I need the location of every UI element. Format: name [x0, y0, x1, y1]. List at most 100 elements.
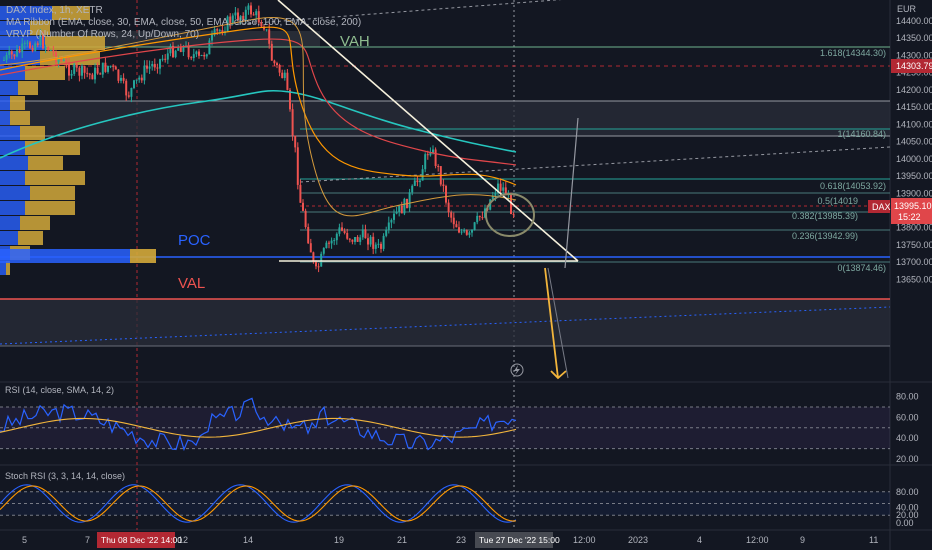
candle-body [299, 184, 302, 203]
candle-body [380, 243, 382, 249]
candle-body [286, 72, 289, 90]
candle-body [307, 227, 310, 244]
candle-body [198, 51, 200, 56]
candle-body [213, 29, 216, 35]
lightning-icon[interactable] [510, 363, 524, 377]
candle-body [216, 29, 219, 31]
price-tick: 13700.00 [896, 257, 932, 267]
candle-body [96, 67, 99, 74]
stoch-rsi-pane[interactable]: Stoch RSI (3, 3, 14, 14, close) 80.00 40.… [0, 471, 919, 528]
fib-label: 0.618(14053.92) [820, 181, 886, 191]
candle-body [23, 43, 26, 45]
current-price: 13995.10 [894, 201, 932, 211]
profile-bar-up [0, 141, 25, 155]
candle-body [252, 14, 255, 16]
price-tick: 14000.00 [896, 154, 932, 164]
fib-label: 1(14160.84) [837, 129, 886, 139]
candle-body [250, 5, 252, 15]
candle-body [484, 208, 486, 218]
profile-bar-up [0, 126, 20, 140]
candle-body [320, 253, 323, 267]
candle-body [374, 244, 377, 249]
price-tick: 14200.00 [896, 85, 932, 95]
candle-body [452, 217, 455, 225]
profile-bar-up [0, 21, 30, 35]
candle-body [138, 77, 141, 80]
candle-body [164, 58, 167, 60]
time-tick: 11 [869, 535, 878, 545]
candle-body [499, 183, 502, 191]
candle-body [117, 69, 120, 81]
candle-body [75, 64, 78, 68]
profile-bar-down [6, 261, 10, 275]
candle-body [260, 22, 263, 27]
drawings[interactable] [277, 0, 579, 380]
price-badge-text: 14303.79 [896, 61, 932, 71]
candle-body [91, 74, 94, 80]
candle-body [125, 80, 128, 96]
candle-body [18, 49, 21, 53]
current-price-badge [891, 198, 932, 224]
poc-bar-down [130, 249, 156, 263]
profile-bar-down [10, 111, 30, 125]
candle-body [400, 205, 403, 214]
val-label: VAL [178, 275, 205, 292]
time-tick: 19 [334, 535, 344, 545]
candle-body [390, 219, 393, 223]
candle-body [234, 12, 237, 16]
candle-body [377, 243, 380, 245]
time-tick: 14 [243, 535, 253, 545]
profile-bar-up [0, 261, 6, 275]
projection-line-up [564, 117, 579, 269]
fib-label: 1.618(14344.30) [820, 48, 886, 58]
candle-body [148, 66, 151, 69]
candle-body [434, 149, 437, 166]
profile-bar-up [0, 171, 25, 185]
candle-body [419, 180, 421, 183]
profile-bar-down [28, 156, 63, 170]
candle-body [497, 183, 499, 193]
poc-bar-up [0, 249, 130, 263]
rsi-ma-line [0, 417, 517, 438]
candle-body [21, 43, 24, 53]
candle-body [476, 215, 479, 223]
candle-body [460, 231, 463, 233]
dotted-trendline [299, 146, 891, 183]
candle-body [445, 186, 447, 203]
price-tick: 13800.00 [896, 223, 932, 233]
profile-bar-down [25, 141, 80, 155]
candle-body [468, 232, 471, 235]
zones [0, 31, 890, 346]
candle-body [403, 198, 406, 214]
candle-body [16, 49, 18, 57]
ema-30-line [0, 17, 517, 217]
candle-body [120, 77, 122, 81]
candle-body [356, 237, 359, 242]
profile-bar-up [0, 186, 30, 200]
candle-body [174, 50, 177, 58]
candle-body [112, 65, 115, 67]
profile-bar-down [45, 36, 105, 50]
time-tick: 4 [697, 535, 702, 545]
time-tick: 9 [800, 535, 805, 545]
time-axis[interactable]: 5 7 12 14 19 21 23 12:00 2023 4 12:00 9 11 [22, 535, 878, 545]
candle-body [161, 58, 164, 60]
candle-body [13, 54, 16, 57]
candle-body [143, 65, 146, 81]
chart-legend[interactable]: DAX Index, 1h, XETR MA Ribbon (EMA, clos… [6, 5, 361, 40]
candle-body [416, 180, 419, 183]
rsi-title: RSI (14, close, SMA, 14, 2) [5, 385, 114, 395]
candle-body [122, 77, 125, 81]
candle-body [510, 194, 512, 214]
time-tick: 23 [456, 535, 466, 545]
candle-body [411, 185, 414, 193]
candle-body [395, 211, 398, 214]
candle-body [237, 12, 239, 20]
candle-body [361, 229, 364, 238]
candle-body [478, 215, 481, 218]
candle-body [343, 230, 346, 233]
candle-body [130, 88, 133, 97]
rsi-pane[interactable]: RSI (14, close, SMA, 14, 2) 80.00 60.00 40… [0, 385, 919, 464]
candle-body [359, 237, 362, 242]
